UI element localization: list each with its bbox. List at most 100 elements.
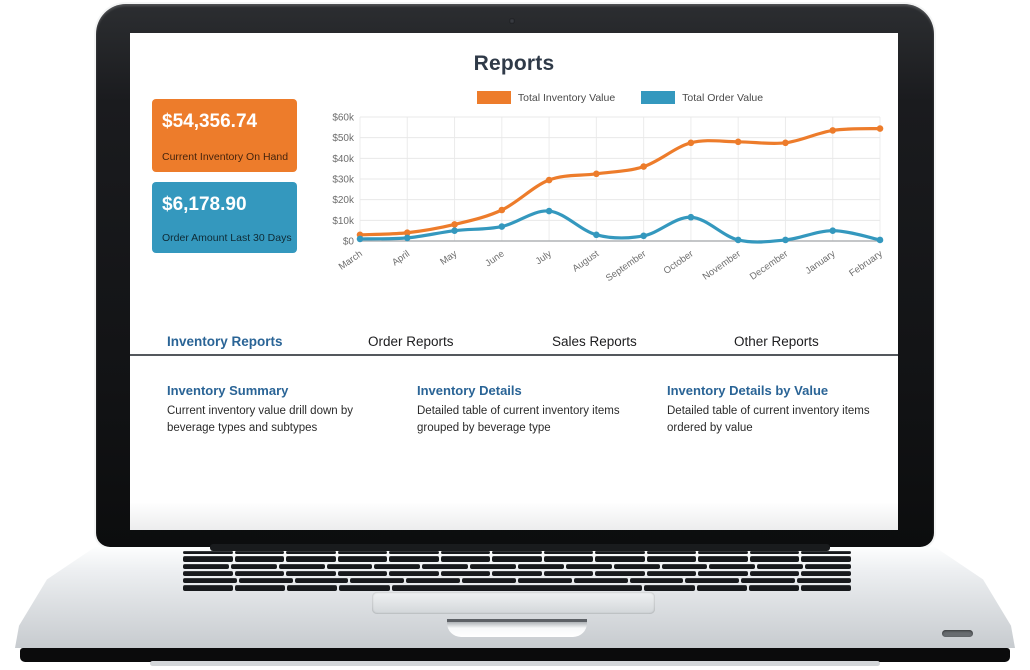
svg-text:March: March [337, 248, 365, 272]
keyboard-key [492, 556, 542, 562]
svg-text:August: August [571, 248, 602, 274]
keyboard-key [748, 584, 799, 591]
stat-card-current-inventory: $54,356.74 Current Inventory On Hand [152, 99, 297, 172]
keyboard-key [698, 570, 748, 576]
keyboard-key [801, 570, 851, 576]
tab-other-reports[interactable]: Other Reports [734, 334, 819, 349]
laptop-screen: Reports $54,356.74 Current Inventory On … [130, 33, 898, 530]
keyboard-key [646, 570, 697, 576]
keyboard-key [565, 563, 612, 569]
keyboard-key [374, 563, 421, 569]
keyboard-key [595, 556, 645, 562]
legend-label: Total Inventory Value [517, 91, 616, 104]
keyboard-key [698, 556, 748, 562]
keyboard-key [350, 577, 405, 583]
svg-text:May: May [438, 248, 459, 267]
keyboard-key [183, 584, 234, 591]
webcam-icon [509, 18, 515, 24]
tab-inventory-reports[interactable]: Inventory Reports [167, 334, 283, 349]
keyboard-key [805, 563, 852, 569]
keyboard-key [757, 563, 804, 569]
keyboard-key [422, 563, 469, 569]
keyboard-key [518, 563, 564, 569]
chart-legend: Total Inventory Value Total Order Value [360, 91, 880, 104]
line-chart: $0 $10k $20k $30k $40k $50k $60k March April May J… [332, 113, 885, 285]
keyboard-key [462, 577, 516, 583]
keyboard-key [234, 570, 285, 576]
svg-text:$0: $0 [343, 237, 355, 248]
keyboard-key [286, 570, 336, 576]
keyboard-key [797, 577, 851, 583]
keyboard-key [595, 570, 645, 576]
screen-glare [130, 502, 898, 530]
svg-text:$40k: $40k [332, 154, 355, 165]
stat-label: Current Inventory On Hand [162, 151, 289, 163]
stat-card-order-amount: $6,178.90 Order Amount Last 30 Days [152, 182, 297, 253]
svg-text:September: September [604, 248, 648, 284]
keyboard-key [183, 551, 233, 555]
keyboard-key [326, 563, 373, 569]
keyboard-key [337, 556, 388, 562]
keyboard-row [183, 556, 851, 562]
keyboard-row [183, 577, 851, 583]
report-link-title[interactable]: Inventory Summary [167, 383, 289, 398]
keyboard-row [183, 551, 851, 555]
stat-value: $54,356.74 [162, 111, 258, 132]
svg-text:$60k: $60k [332, 113, 355, 124]
keyboard-key [440, 570, 491, 576]
keyboard-key [183, 570, 233, 576]
page-title: Reports [473, 52, 555, 75]
keyboard-key [278, 563, 325, 569]
tab-order-reports[interactable]: Order Reports [368, 334, 454, 349]
tab-divider [130, 354, 898, 356]
keyboard-key [749, 551, 800, 555]
keyboard-key [287, 584, 338, 591]
svg-text:February: February [847, 248, 885, 279]
keyboard-key [696, 584, 747, 591]
report-link-description: Current inventory value drill down by be… [167, 405, 354, 434]
keyboard-key [391, 584, 643, 591]
keyboard-key [230, 563, 277, 569]
keyboard-key [629, 577, 684, 583]
keyboard-key [234, 551, 285, 555]
keyboard-key [183, 577, 237, 583]
tab-sales-reports[interactable]: Sales Reports [552, 334, 637, 349]
legend-label: Total Order Value [682, 91, 764, 104]
legend-item-orders[interactable]: Total Order Value [641, 91, 763, 104]
report-link-title[interactable]: Inventory Details [417, 383, 522, 398]
keyboard-key [573, 577, 628, 583]
keyboard-key [543, 551, 594, 555]
keyboard-key [801, 551, 851, 555]
svg-text:$20k: $20k [332, 195, 355, 206]
keyboard-key [337, 551, 388, 555]
keyboard-key [613, 563, 660, 569]
legend-swatch-blue [641, 91, 676, 104]
keyboard-key [749, 556, 800, 562]
keyboard-row [183, 563, 852, 569]
report-link-description: Detailed table of current inventory item… [667, 405, 870, 434]
svg-text:January: January [803, 248, 837, 277]
keyboard-key [698, 551, 748, 555]
keyboard-key [406, 577, 461, 583]
laptop-trackpad [372, 592, 655, 614]
keyboard-key [492, 570, 542, 576]
svg-text:$10k: $10k [332, 216, 355, 227]
keyboard-key [595, 551, 645, 555]
keyboard-key [646, 556, 697, 562]
svg-text:$30k: $30k [332, 175, 355, 186]
report-link-title[interactable]: Inventory Details by Value [667, 383, 829, 398]
keyboard-key [235, 584, 286, 591]
keyboard-key [440, 551, 491, 555]
laptop-lid-notch [447, 619, 587, 637]
laptop-bottom-highlight [150, 661, 880, 666]
svg-text:December: December [748, 248, 790, 282]
keyboard-key [339, 584, 390, 591]
keyboard-key [294, 577, 349, 583]
keyboard-key [286, 551, 336, 555]
svg-text:October: October [662, 248, 696, 276]
report-link-inventory-details: Inventory Details Detailed table of curr… [417, 383, 641, 436]
keyboard-key [749, 570, 800, 576]
keyboard-key [337, 570, 388, 576]
legend-item-inventory[interactable]: Total Inventory Value [476, 91, 616, 104]
